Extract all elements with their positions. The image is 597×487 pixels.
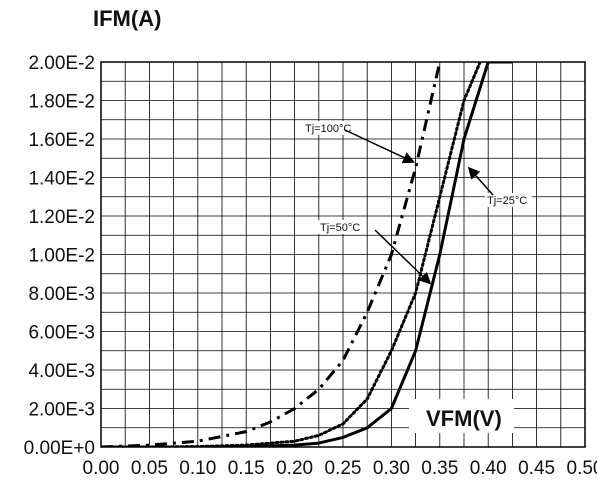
- y-tick-label: 1.80E-2: [28, 92, 95, 113]
- x-tick-label: 0.25: [325, 458, 362, 479]
- annotation-label: Tj=100°C: [305, 123, 351, 135]
- series-layer: [101, 43, 512, 447]
- x-tick-label: 0.35: [421, 458, 458, 479]
- y-axis-title: IFM(A): [93, 6, 161, 31]
- y-tick-label: 1.00E-2: [28, 246, 95, 267]
- x-tick-label: 0.30: [373, 458, 410, 479]
- annotation-label: Tj=25°C: [487, 195, 527, 207]
- y-tick-label: 2.00E-2: [28, 53, 95, 74]
- y-tick-label: 6.00E-3: [28, 323, 95, 344]
- y-tick-label: 2.00E-3: [28, 400, 95, 421]
- y-tick-label: 8.00E-3: [28, 284, 95, 305]
- x-tick-label: 0.40: [470, 458, 507, 479]
- x-tick-label: 0.45: [518, 458, 555, 479]
- x-axis-title: VFM(V): [426, 406, 502, 431]
- annotations-layer: Tj=100°C Tj=50°C Tj=25°C: [303, 121, 532, 283]
- y-tick-label: 4.00E-3: [28, 361, 95, 382]
- chart-grid: [101, 62, 585, 447]
- x-tick-label: 0.15: [228, 458, 265, 479]
- y-tick-label: 1.20E-2: [28, 207, 95, 228]
- x-tick-label: 0.20: [276, 458, 313, 479]
- annotation-arrow: [345, 130, 414, 162]
- y-axis-ticks: 0.00E+0 2.00E-3 4.00E-3 6.00E-3 8.00E-3 1.00E…: [24, 53, 95, 459]
- annotation-label: Tj=50°C: [320, 222, 360, 234]
- annotation-arrow: [469, 168, 493, 195]
- y-tick-label: 0.00E+0: [24, 438, 95, 459]
- y-tick-label: 1.60E-2: [28, 130, 95, 151]
- y-tick-label: 1.40E-2: [28, 169, 95, 190]
- x-tick-label: 0.50: [567, 458, 597, 479]
- x-tick-label: 0.00: [83, 458, 120, 479]
- x-tick-label: 0.05: [131, 458, 168, 479]
- x-tick-label: 0.10: [179, 458, 216, 479]
- x-axis-ticks: 0.00 0.05 0.10 0.15 0.20 0.25 0.30 0.35 0.40 0.45…: [83, 458, 597, 479]
